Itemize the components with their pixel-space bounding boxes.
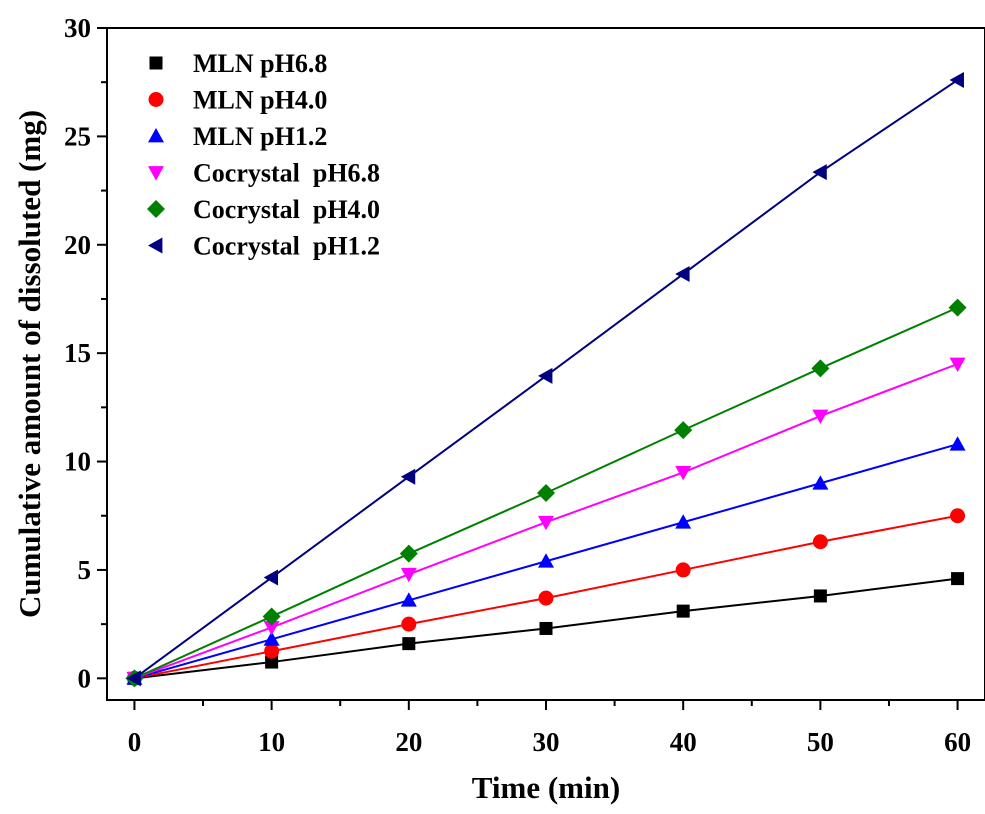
data-point xyxy=(538,553,554,568)
data-point xyxy=(263,569,279,586)
data-point xyxy=(949,436,966,451)
y-tick-label: 25 xyxy=(64,121,91,151)
data-point xyxy=(263,620,280,636)
x-tick-label: 40 xyxy=(670,727,697,757)
data-point xyxy=(675,266,690,283)
data-point xyxy=(674,421,693,440)
y-tick-label: 0 xyxy=(78,663,92,693)
data-point xyxy=(949,72,964,89)
data-point xyxy=(948,298,967,317)
series-0 xyxy=(127,572,965,685)
series-1 xyxy=(126,508,966,686)
legend-marker xyxy=(148,92,164,107)
data-point xyxy=(950,508,966,524)
data-point xyxy=(399,544,418,563)
data-point xyxy=(813,589,827,603)
data-point xyxy=(812,534,828,550)
data-point xyxy=(951,572,965,586)
data-point xyxy=(949,357,966,372)
x-axis-ticks: 0 10 20 30 40 50 60 xyxy=(128,700,971,757)
data-point xyxy=(811,359,830,378)
data-point xyxy=(400,592,417,607)
data-point xyxy=(264,643,280,659)
data-point xyxy=(675,465,692,481)
legend-label: MLN pH6.8 xyxy=(193,49,327,78)
data-point xyxy=(537,483,555,502)
y-tick-label: 30 xyxy=(64,13,91,43)
x-tick-label: 50 xyxy=(807,727,834,757)
data-point xyxy=(675,514,692,529)
legend-label: MLN pH4.0 xyxy=(193,86,327,115)
series-2 xyxy=(126,436,966,685)
series-3 xyxy=(126,357,966,687)
x-tick-label: 60 xyxy=(944,727,971,757)
data-point xyxy=(812,409,829,425)
legend-label: Cocrystal pH1.2 xyxy=(193,232,380,261)
x-axis-title: Time (min) xyxy=(472,770,620,805)
legend-marker xyxy=(148,166,164,181)
y-tick-label: 10 xyxy=(64,447,91,477)
y-tick-label: 5 xyxy=(78,555,92,585)
data-point xyxy=(676,604,690,618)
y-axis-ticks: 0 5 10 15 20 25 30 xyxy=(64,13,107,693)
legend: MLN pH6.8 MLN pH4.0 MLN pH1.2 Cocrystal pH6… xyxy=(147,49,380,261)
legend-marker xyxy=(148,237,163,254)
series-layer xyxy=(125,72,967,688)
data-point xyxy=(400,567,417,583)
data-point xyxy=(539,621,553,635)
data-point xyxy=(812,475,829,490)
data-point xyxy=(538,367,553,384)
data-point xyxy=(263,631,280,646)
data-point xyxy=(401,616,417,632)
legend-marker xyxy=(148,128,164,143)
data-point xyxy=(126,670,141,687)
data-point xyxy=(538,515,554,531)
x-tick-label: 30 xyxy=(533,727,560,757)
x-tick-label: 20 xyxy=(395,727,422,757)
y-axis-title: Cumulative amount of dissoluted (mg) xyxy=(12,110,47,618)
data-point xyxy=(812,164,827,181)
data-point xyxy=(402,637,416,651)
data-point xyxy=(265,655,279,669)
y-tick-label: 15 xyxy=(64,338,91,368)
x-tick-label: 0 xyxy=(128,727,142,757)
x-tick-label: 10 xyxy=(258,727,285,757)
data-point xyxy=(400,468,416,485)
data-point xyxy=(538,590,554,606)
data-point xyxy=(262,607,281,626)
legend-marker xyxy=(149,56,163,70)
legend-label: Cocrystal pH6.8 xyxy=(193,159,380,188)
y-tick-label: 20 xyxy=(64,230,91,260)
data-point xyxy=(675,562,691,578)
legend-label: MLN pH1.2 xyxy=(193,122,327,151)
legend-marker xyxy=(147,200,165,218)
series-5 xyxy=(126,72,964,687)
legend-label: Cocrystal pH4.0 xyxy=(193,195,380,224)
